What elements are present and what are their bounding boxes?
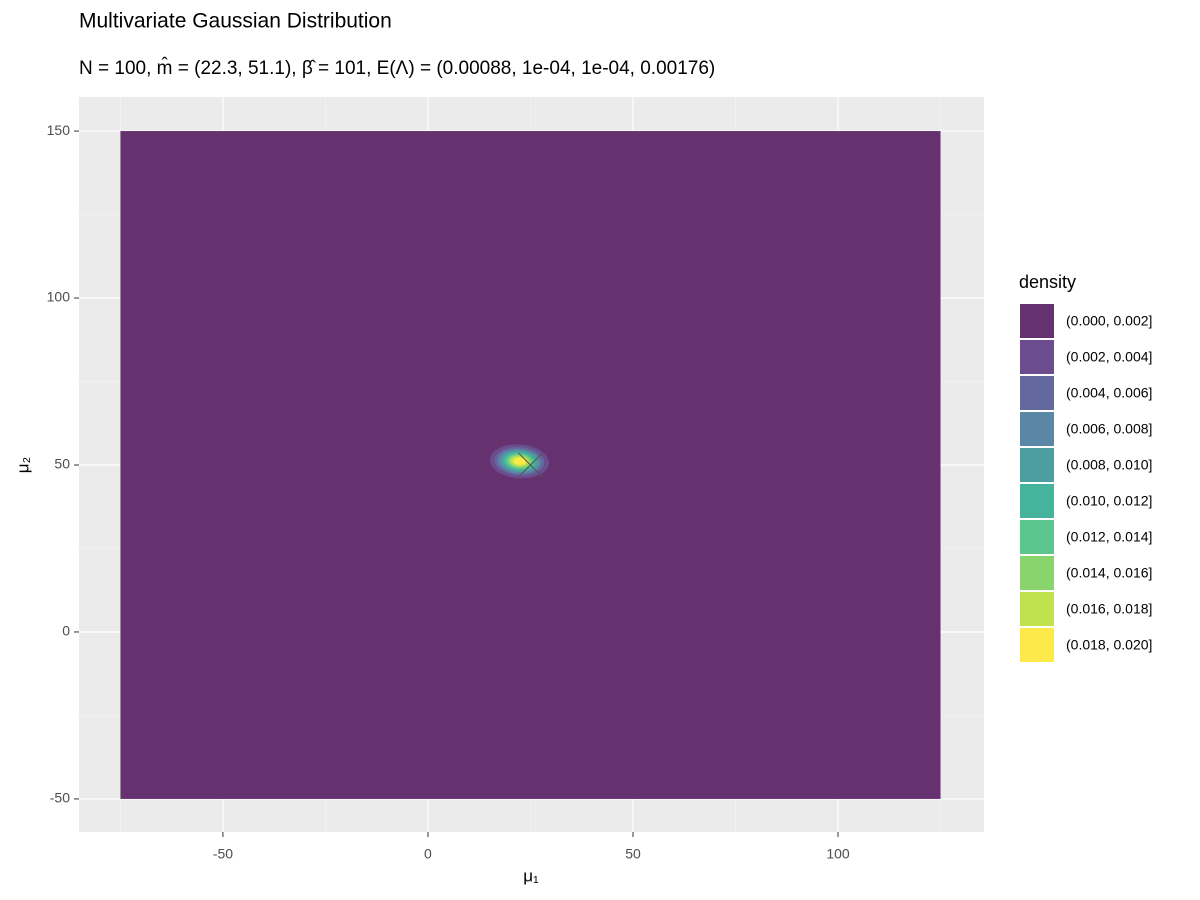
x-axis-label: μ₁ (523, 866, 539, 885)
legend-label: (0.002, 0.004] (1066, 349, 1152, 365)
legend-label: (0.014, 0.016] (1066, 565, 1152, 581)
legend-label: (0.018, 0.020] (1066, 637, 1152, 653)
legend-key (1020, 376, 1054, 410)
legend-key (1020, 628, 1054, 662)
legend-label: (0.016, 0.018] (1066, 601, 1152, 617)
legend-key (1020, 520, 1054, 554)
legend-title: density (1019, 272, 1076, 292)
legend-key (1020, 556, 1054, 590)
y-tick-label: 0 (62, 623, 70, 639)
y-tick-label: -50 (50, 790, 70, 806)
legend-key (1020, 592, 1054, 626)
x-tick-label: -50 (213, 846, 233, 862)
x-tick-label: 50 (625, 846, 641, 862)
legend-key (1020, 484, 1054, 518)
y-tick-label: 50 (54, 456, 70, 472)
y-tick-label: 100 (47, 289, 71, 305)
legend-label: (0.008, 0.010] (1066, 457, 1152, 473)
legend-key (1020, 340, 1054, 374)
mean-marker (518, 452, 543, 478)
legend-label: (0.000, 0.002] (1066, 313, 1152, 329)
x-tick-label: 0 (424, 846, 432, 862)
marker-stroke (518, 452, 543, 478)
chart-subtitle: N = 100, m̂ = (22.3, 51.1), β̂ = 101, E(… (79, 57, 715, 79)
contour-band (513, 457, 526, 465)
legend-label: (0.012, 0.014] (1066, 529, 1152, 545)
legend-key (1020, 304, 1054, 338)
legend-label: (0.006, 0.008] (1066, 421, 1152, 437)
x-tick-label: 100 (826, 846, 850, 862)
legend-label: (0.004, 0.006] (1066, 385, 1152, 401)
y-axis-label: μ₂ (13, 457, 32, 473)
legend-key (1020, 412, 1054, 446)
chart-title: Multivariate Gaussian Distribution (79, 10, 392, 33)
legend-label: (0.010, 0.012] (1066, 493, 1152, 509)
y-tick-label: 150 (47, 122, 71, 138)
legend-key (1020, 448, 1054, 482)
